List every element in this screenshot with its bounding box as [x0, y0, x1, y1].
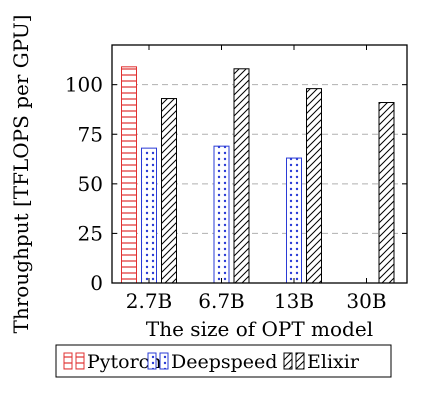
plot-frame — [111, 44, 408, 284]
legend-swatch-elixir — [295, 352, 305, 370]
legend: Pytorch Deepspeed Elixir — [55, 344, 392, 378]
x-tick-label: 2.7B — [126, 289, 173, 313]
gridlines — [112, 84, 407, 234]
legend-box — [55, 344, 392, 378]
bar-elixir-2_7b — [161, 98, 177, 284]
legend-label-deepspeed: Deepspeed — [171, 351, 277, 373]
legend-label-elixir: Elixir — [307, 351, 360, 373]
y-tick-label: 75 — [78, 122, 103, 146]
legend-swatch-pytorch — [63, 352, 73, 370]
bar-deepspeed-6_7b — [213, 145, 230, 284]
bars — [121, 66, 395, 284]
x-tick-label: 13B — [274, 289, 314, 313]
y-axis-label: Throughput [TFLOPS per GPU] — [9, 15, 33, 334]
y-tick-label: 50 — [78, 172, 103, 196]
axis-ticks: 0 25 50 75 100 2.7B 6.7B 13B 30B — [65, 45, 407, 313]
legend-swatch-elixir — [283, 352, 293, 370]
legend-swatch-deepspeed — [147, 352, 157, 370]
legend-swatch-deepspeed — [159, 352, 169, 370]
bar-pytorch-2_7b — [121, 66, 137, 284]
bar-elixir-13b — [306, 88, 322, 284]
x-tick-label: 30B — [346, 289, 386, 313]
bar-deepspeed-13b — [286, 157, 302, 284]
y-tick-label: 25 — [78, 221, 103, 245]
x-tick-label: 6.7B — [198, 289, 245, 313]
legend-label-pytorch: Pytorch — [87, 351, 162, 373]
y-tick-label: 0 — [90, 271, 103, 295]
x-axis-label: The size of OPT model — [146, 317, 373, 341]
bar-deepspeed-2_7b — [141, 147, 157, 284]
y-tick-label: 100 — [65, 73, 103, 97]
bar-elixir-6_7b — [233, 68, 250, 284]
bar-elixir-30b — [378, 102, 395, 284]
legend-swatch-pytorch — [75, 352, 85, 370]
